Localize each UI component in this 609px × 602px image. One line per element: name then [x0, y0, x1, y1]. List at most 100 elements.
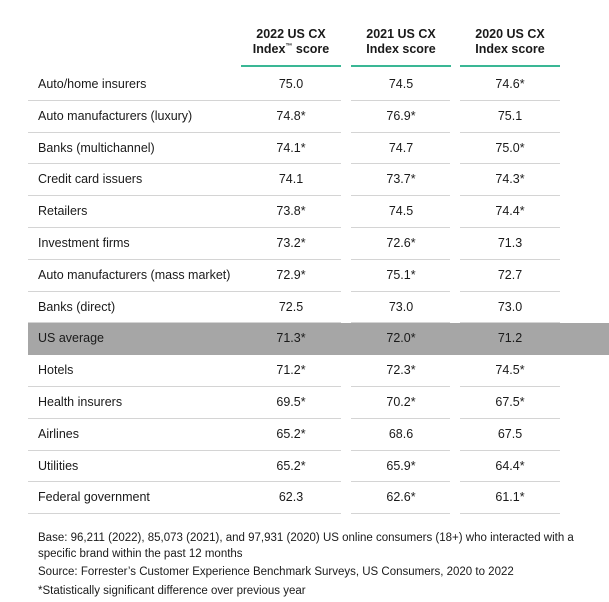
table-row: Auto manufacturers (mass market) 72.9* 75.…	[28, 260, 609, 292]
rule-gap	[341, 385, 351, 387]
row-label: Utilities	[38, 458, 79, 473]
rule-gap	[341, 481, 351, 483]
rule-gap	[450, 258, 460, 260]
score-2020: 75.0*	[495, 140, 525, 155]
row-label: Health insurers	[38, 394, 123, 409]
score-2020: 64.4*	[495, 458, 525, 473]
row-label: US average	[38, 331, 105, 346]
header-2022-line1: 2022 US CX	[256, 27, 326, 41]
score-2020: 71.2	[497, 331, 523, 346]
rule-gap	[450, 195, 460, 197]
score-2022: 71.2*	[276, 363, 306, 378]
score-2020: 74.3*	[495, 172, 525, 187]
table-row: Federal government 62.3 62.6* 61.1*	[28, 482, 609, 515]
rule-gap	[450, 290, 460, 292]
row-label: Banks (direct)	[38, 299, 116, 314]
rule-gap	[560, 99, 609, 101]
trademark-mark: ™	[285, 43, 293, 50]
rule-gap	[560, 290, 609, 292]
rule-gap	[450, 99, 460, 101]
rule-gap	[341, 195, 351, 197]
header-2022-index-word: Index	[252, 42, 286, 56]
row-label: Credit card issuers	[38, 172, 143, 187]
header-rule-2020	[460, 65, 560, 67]
score-2021: 70.2*	[386, 394, 416, 409]
score-2021: 73.0	[388, 299, 414, 314]
rule-gap	[341, 258, 351, 260]
rule-gap	[341, 449, 351, 451]
table-row: Banks (multichannel) 74.1* 74.7 75.0*	[28, 133, 609, 165]
score-2020: 67.5	[497, 426, 523, 441]
rule-gap	[341, 513, 351, 515]
score-2021: 75.1*	[386, 267, 416, 282]
row-label: Airlines	[38, 426, 79, 441]
table-row-us-average: US average 71.3* 72.0* 71.2	[28, 323, 609, 356]
rule-gap	[560, 195, 609, 197]
header-rule-2021	[351, 65, 451, 67]
rule-gap	[560, 163, 609, 165]
row-label: Retailers	[38, 204, 88, 219]
rule-gap	[450, 481, 460, 483]
score-2021: 76.9*	[386, 108, 416, 123]
score-2021: 68.6	[388, 426, 414, 441]
rule-gap	[341, 322, 351, 324]
rule-gap	[560, 322, 609, 324]
footnotes: Base: 96,211 (2022), 85,073 (2021), and …	[38, 531, 604, 602]
rule-gap	[341, 163, 351, 165]
score-2020: 74.6*	[495, 77, 525, 91]
rule-gap	[560, 385, 609, 387]
score-2022: 65.2*	[276, 458, 306, 473]
rule-gap	[450, 513, 460, 515]
header-2020: 2020 US CX Index score	[460, 27, 560, 57]
table-row: Investment firms 73.2* 72.6* 71.3	[28, 228, 609, 260]
score-2022: 72.5	[278, 299, 304, 314]
score-2022: 65.2*	[276, 426, 306, 441]
header-2022: 2022 US CX Index™ score	[241, 27, 341, 57]
rule-gap	[341, 99, 351, 101]
score-2021: 72.0*	[386, 331, 416, 346]
score-2020: 74.5*	[495, 363, 525, 378]
score-2022: 73.2*	[276, 235, 306, 250]
table-row: Utilities 65.2* 65.9* 64.4*	[28, 451, 609, 483]
header-2020-line1: 2020 US CX	[475, 27, 545, 41]
footnote-source: Source: Forrester’s Customer Experience …	[38, 566, 514, 578]
score-2022: 62.3	[278, 490, 304, 505]
score-2022: 74.8*	[276, 108, 306, 123]
rule-gap	[450, 417, 460, 419]
header-2022-score-word: score	[292, 42, 330, 56]
rule-gap	[450, 385, 460, 387]
table-row: Retailers 73.8* 74.5 74.4*	[28, 196, 609, 228]
score-2021: 73.7*	[386, 172, 416, 187]
table-row: Hotels 71.2* 72.3* 74.5*	[28, 355, 609, 387]
score-2020: 72.7	[497, 267, 523, 282]
rule-gap	[341, 417, 351, 419]
rule-gap	[450, 131, 460, 133]
rule-gap	[560, 131, 609, 133]
score-2022: 72.9*	[276, 267, 306, 282]
score-2022: 74.1*	[276, 140, 306, 155]
row-label: Banks (multichannel)	[38, 140, 155, 155]
score-2021: 72.6*	[386, 235, 416, 250]
header-2021-line1: 2021 US CX	[366, 27, 436, 41]
table-row: Health insurers 69.5* 70.2* 67.5*	[28, 387, 609, 419]
score-2020: 73.0	[497, 299, 523, 314]
score-2022: 75.0	[278, 77, 304, 91]
table-row: Credit card issuers 74.1 73.7* 74.3*	[28, 164, 609, 197]
rule-gap	[450, 226, 460, 228]
rule-gap	[341, 226, 351, 228]
score-2020: 61.1*	[495, 490, 525, 505]
header-2021: 2021 US CX Index score	[351, 27, 451, 57]
header-2020-line2: Index score	[475, 42, 545, 56]
table-body: Auto/home insurers 75.0 74.5 74.6* Auto manu…	[28, 69, 609, 515]
row-label: Auto manufacturers (mass market)	[38, 267, 231, 282]
footnote-base: Base: 96,211 (2022), 85,073 (2021), and …	[38, 532, 574, 560]
footnote-significance: *Statistically significant difference ov…	[38, 584, 306, 597]
rule-gap	[341, 290, 351, 292]
score-2020: 74.4*	[495, 204, 525, 219]
row-label: Auto/home insurers	[38, 77, 147, 91]
row-label: Hotels	[38, 363, 74, 378]
header-2021-line2: Index score	[366, 42, 436, 56]
rule-gap	[560, 449, 609, 451]
row-label: Federal government	[38, 490, 150, 505]
cx-index-table: 2022 US CX Index™ score 2021 US CX Index…	[28, 27, 609, 515]
